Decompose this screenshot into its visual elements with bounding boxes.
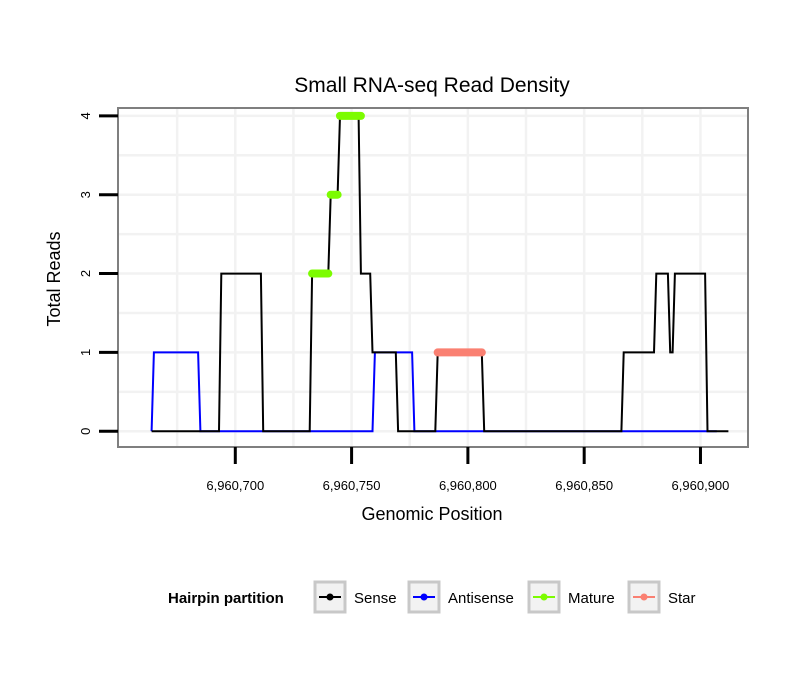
x-axis-label: Genomic Position bbox=[361, 504, 502, 524]
legend-title: Hairpin partition bbox=[168, 590, 284, 607]
legend-key-dot bbox=[420, 593, 428, 601]
x-axis: 6,960,700 6,960,750 6,960,800 6,960,850 6,96… bbox=[206, 447, 729, 493]
chart-title: Small RNA-seq Read Density bbox=[294, 74, 570, 97]
x-tick-label: 6,960,850 bbox=[555, 478, 613, 493]
legend-item-antisense: Antisense bbox=[407, 580, 514, 614]
legend-label: Antisense bbox=[448, 590, 514, 607]
x-tick-label: 6,960,700 bbox=[206, 478, 264, 493]
y-axis-label: Total Reads bbox=[44, 231, 64, 326]
legend-item-mature: Mature bbox=[527, 580, 615, 614]
series-line-antisense bbox=[150, 351, 717, 433]
y-tick-label: 3 bbox=[78, 191, 93, 198]
x-tick-label: 6,960,750 bbox=[323, 478, 381, 493]
legend: Hairpin partition Sense Antisense Mature St… bbox=[168, 580, 696, 614]
y-tick-label: 0 bbox=[78, 428, 93, 435]
legend-key-dot bbox=[326, 593, 334, 601]
x-tick-label: 6,960,900 bbox=[672, 478, 730, 493]
plot-background bbox=[118, 108, 748, 447]
legend-item-sense: Sense bbox=[313, 580, 397, 614]
y-tick-label: 2 bbox=[78, 270, 93, 277]
legend-item-star: Star bbox=[627, 580, 696, 614]
series-line-sense bbox=[151, 114, 729, 433]
legend-key-dot bbox=[540, 593, 548, 601]
x-tick-label: 6,960,800 bbox=[439, 478, 497, 493]
plot-area bbox=[118, 108, 748, 447]
plot-border bbox=[117, 107, 749, 448]
y-tick-label: 1 bbox=[78, 349, 93, 356]
y-axis: 0 1 2 3 4 bbox=[78, 112, 118, 435]
legend-label: Star bbox=[668, 590, 696, 607]
plot-frame bbox=[117, 107, 749, 448]
series-lines bbox=[150, 114, 729, 433]
y-tick-label: 4 bbox=[78, 112, 93, 119]
legend-key-dot bbox=[640, 593, 648, 601]
legend-label: Mature bbox=[568, 590, 615, 607]
partition-segments bbox=[308, 111, 486, 357]
legend-label: Sense bbox=[354, 590, 397, 607]
